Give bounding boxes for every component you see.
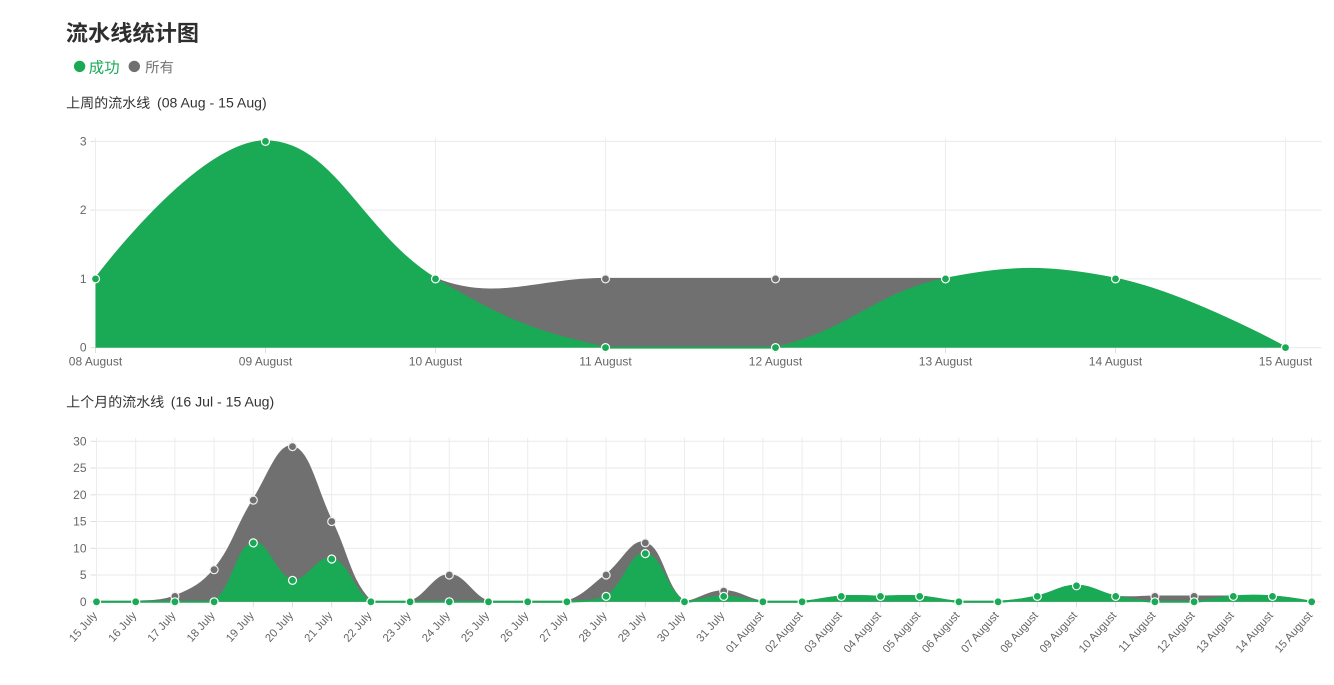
svg-text:15: 15	[73, 515, 87, 529]
svg-text:15 August: 15 August	[1259, 355, 1313, 369]
svg-text:1: 1	[80, 272, 87, 286]
svg-text:09 August: 09 August	[239, 355, 293, 369]
svg-text:0: 0	[80, 341, 87, 355]
svg-text:25: 25	[73, 461, 87, 475]
svg-text:10 August: 10 August	[409, 355, 463, 369]
svg-text:0: 0	[80, 595, 87, 609]
svg-text:(08 Aug - 15 Aug): (08 Aug - 15 Aug)	[157, 94, 267, 110]
svg-text:30: 30	[73, 434, 87, 448]
svg-text:13 August: 13 August	[919, 355, 973, 369]
svg-text:14 August: 14 August	[1089, 355, 1143, 369]
svg-text:12 August: 12 August	[749, 355, 803, 369]
svg-text:(16 Jul - 15 Aug): (16 Jul - 15 Aug)	[171, 394, 274, 410]
svg-text:2: 2	[80, 203, 87, 217]
svg-text:10: 10	[73, 541, 87, 555]
svg-text:5: 5	[80, 568, 87, 582]
svg-text:11 August: 11 August	[579, 355, 632, 369]
svg-text:20: 20	[73, 488, 87, 502]
svg-text:08 August: 08 August	[69, 355, 123, 369]
svg-text:3: 3	[80, 134, 87, 148]
